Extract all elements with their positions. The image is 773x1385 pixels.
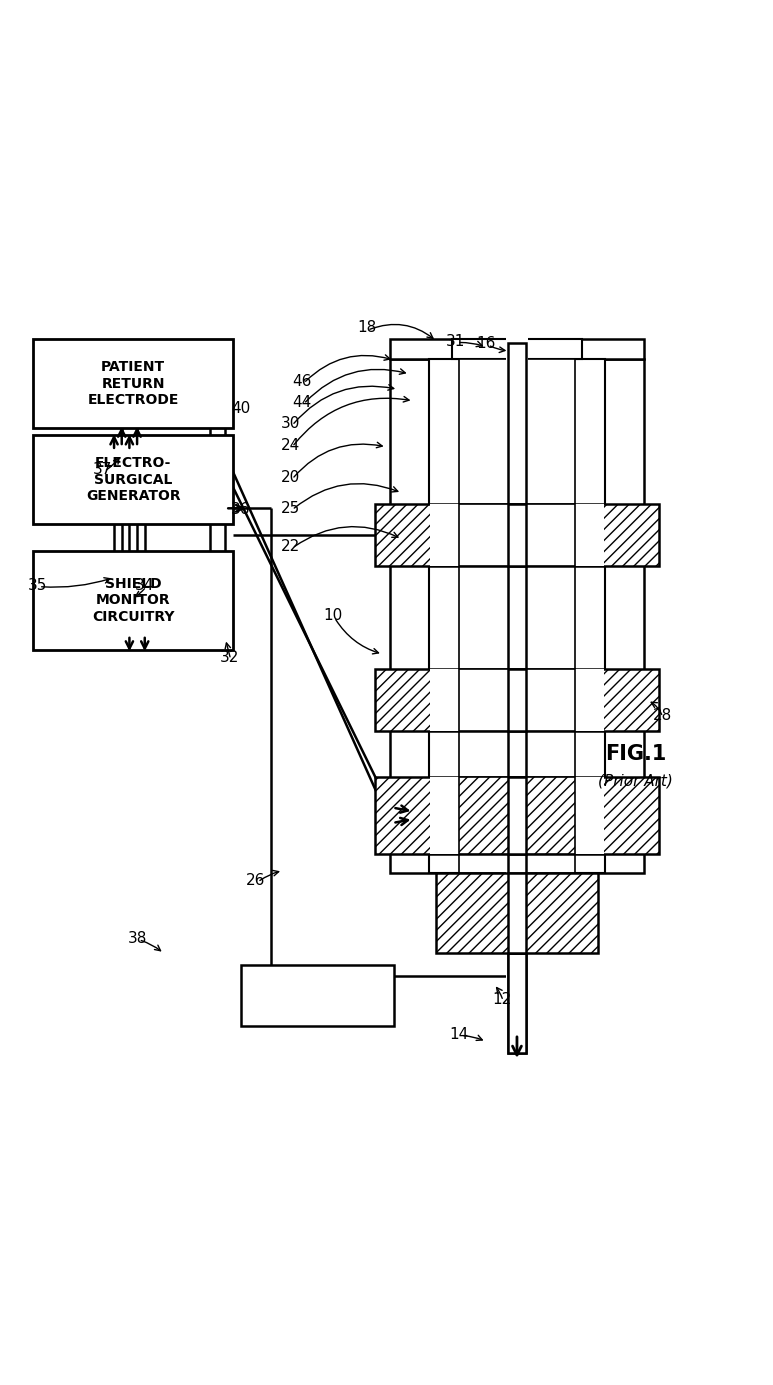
- Text: 26: 26: [247, 873, 266, 888]
- Bar: [508, 873, 526, 953]
- Text: 44: 44: [292, 395, 312, 410]
- Text: 40: 40: [231, 402, 250, 416]
- Text: 46: 46: [292, 374, 312, 389]
- Text: 30: 30: [281, 417, 300, 431]
- Text: 34: 34: [135, 578, 155, 593]
- Text: 14: 14: [450, 1026, 469, 1042]
- Text: 35: 35: [28, 578, 47, 593]
- Bar: [508, 669, 526, 731]
- Bar: [375, 504, 659, 566]
- Text: 24: 24: [281, 438, 300, 453]
- Bar: [508, 343, 526, 1053]
- Text: 37: 37: [93, 463, 112, 478]
- Text: 28: 28: [653, 708, 673, 723]
- Text: 38: 38: [128, 931, 147, 946]
- Text: PATIENT
RETURN
ELECTRODE: PATIENT RETURN ELECTRODE: [87, 360, 179, 407]
- Bar: [375, 669, 659, 731]
- Text: 16: 16: [477, 335, 496, 350]
- Text: 20: 20: [281, 470, 300, 485]
- Bar: [451, 339, 582, 359]
- Bar: [33, 550, 233, 651]
- Bar: [506, 335, 528, 1061]
- Bar: [429, 359, 605, 873]
- Text: FIG.1: FIG.1: [605, 744, 666, 765]
- Text: 18: 18: [358, 320, 377, 335]
- Bar: [390, 339, 644, 359]
- Bar: [33, 339, 233, 428]
- Bar: [508, 504, 526, 566]
- Text: (Prior Art): (Prior Art): [598, 773, 673, 788]
- Text: 10: 10: [323, 608, 342, 623]
- Bar: [375, 777, 659, 853]
- Bar: [459, 359, 574, 873]
- Text: 12: 12: [492, 992, 511, 1007]
- Bar: [431, 504, 604, 566]
- Bar: [508, 953, 526, 1053]
- Bar: [459, 669, 574, 731]
- Text: 32: 32: [220, 651, 239, 665]
- Bar: [431, 669, 604, 731]
- Bar: [390, 359, 644, 873]
- Bar: [437, 873, 598, 953]
- Text: SHIELD
MONITOR
CIRCUITRY: SHIELD MONITOR CIRCUITRY: [92, 578, 175, 623]
- Text: 22: 22: [281, 539, 300, 554]
- Bar: [459, 777, 574, 853]
- Bar: [431, 777, 604, 853]
- Text: 31: 31: [446, 334, 465, 349]
- Text: 36: 36: [231, 503, 250, 518]
- Bar: [240, 965, 394, 1026]
- Bar: [508, 777, 526, 853]
- Bar: [33, 435, 233, 524]
- Text: ELECTRO-
SURGICAL
GENERATOR: ELECTRO- SURGICAL GENERATOR: [86, 456, 181, 503]
- Bar: [459, 504, 574, 566]
- Text: 25: 25: [281, 501, 300, 515]
